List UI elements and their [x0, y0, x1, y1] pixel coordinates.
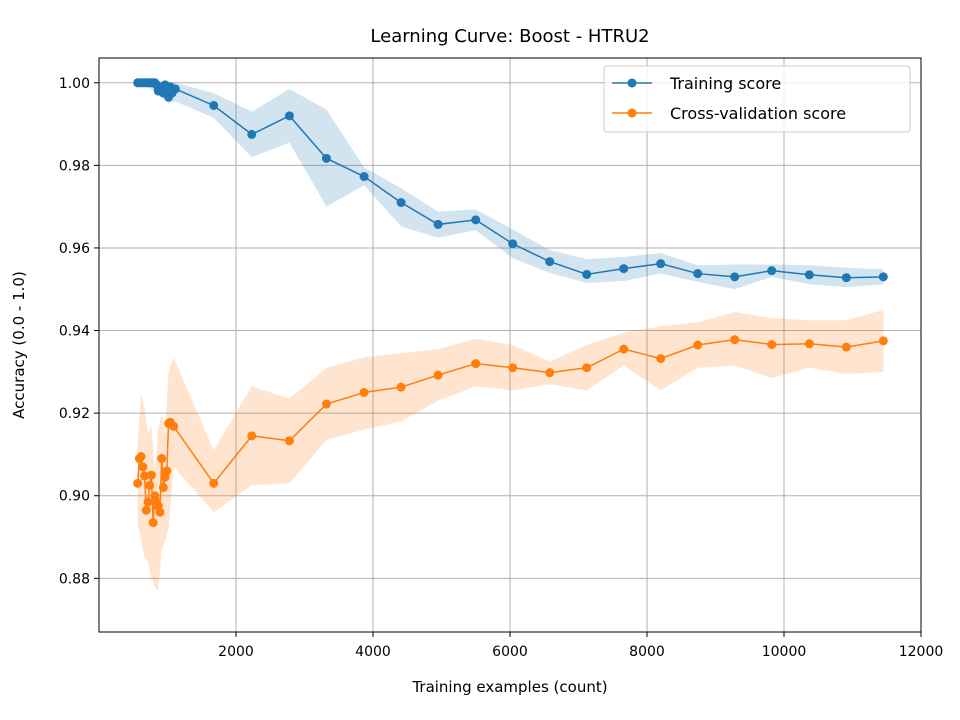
- training-score-point: [693, 269, 703, 279]
- training-score-point: [582, 269, 592, 279]
- cross-validation-score-point: [359, 387, 369, 397]
- cross-validation-score-point: [148, 518, 158, 528]
- chart-title: Learning Curve: Boost - HTRU2: [370, 26, 649, 47]
- legend-label-training-score: Training score: [669, 74, 781, 93]
- x-tick-label: 6000: [492, 644, 528, 660]
- cross-validation-score-point: [145, 480, 155, 490]
- x-tick-label: 10000: [762, 644, 807, 660]
- cross-validation-score-point: [321, 399, 331, 409]
- cross-validation-score-point: [209, 478, 219, 488]
- training-score-band: [137, 82, 884, 290]
- legend-box: [603, 65, 911, 133]
- cross-validation-score-point: [767, 340, 777, 350]
- x-tick-label: 4000: [355, 644, 391, 660]
- training-score-point: [804, 270, 814, 280]
- x-axis-ticks: 2000 4000 6000 8000 10000 12000: [218, 632, 943, 660]
- cross-validation-score-point: [141, 505, 151, 515]
- cross-validation-score-point: [878, 336, 888, 346]
- cross-validation-score-point: [143, 497, 153, 507]
- training-score-point: [619, 264, 629, 274]
- cross-validation-score-point: [169, 421, 179, 431]
- training-score-point: [656, 259, 666, 269]
- y-tick-label: 0.92: [59, 406, 90, 422]
- cross-validation-score-point: [804, 339, 814, 349]
- cross-validation-score-point: [841, 342, 851, 352]
- cross-validation-score-point: [433, 370, 443, 380]
- x-tick-label: 8000: [629, 644, 665, 660]
- cross-validation-score-point: [471, 359, 481, 369]
- cross-validation-score-point: [656, 354, 666, 364]
- cross-validation-score-point: [693, 340, 703, 350]
- cross-validation-score-point: [619, 344, 629, 354]
- cross-validation-score-point: [136, 451, 146, 461]
- cross-validation-score-point: [140, 471, 150, 481]
- cross-validation-score-point: [545, 368, 555, 378]
- cross-validation-score-point: [146, 470, 156, 480]
- cross-validation-score-point: [157, 454, 167, 464]
- x-tick-label: 2000: [218, 644, 254, 660]
- training-score-point: [508, 239, 518, 249]
- y-axis-ticks: 0.88 0.90 0.92 0.94 0.96 0.98 1.00: [59, 76, 99, 587]
- y-axis-label: Accuracy (0.0 - 1.0): [10, 271, 28, 419]
- cross-validation-score-point: [158, 482, 168, 492]
- y-tick-label: 0.96: [59, 241, 90, 257]
- training-score-point: [321, 153, 331, 163]
- cross-validation-score-point: [730, 335, 740, 345]
- training-score-point: [209, 100, 219, 110]
- cross-validation-score-point: [284, 436, 294, 446]
- y-tick-label: 0.88: [59, 571, 90, 587]
- cross-validation-score-point: [508, 363, 518, 373]
- confidence-bands: [137, 82, 884, 591]
- cross-validation-score-point: [582, 363, 592, 373]
- training-score-point: [841, 273, 851, 283]
- legend-marker-training-score: [627, 78, 637, 88]
- cross-validation-score-point: [133, 478, 143, 488]
- training-score-point: [471, 215, 481, 225]
- cross-validation-score-band: [137, 309, 884, 591]
- series-markers: [133, 78, 888, 528]
- y-tick-label: 0.90: [59, 489, 90, 505]
- legend-marker-cross-validation-score: [627, 108, 637, 118]
- legend: Training score Cross-validation score: [603, 65, 911, 133]
- training-score-point: [767, 266, 777, 276]
- training-score-point: [247, 129, 257, 139]
- training-score-point: [730, 272, 740, 282]
- training-score-point: [433, 219, 443, 229]
- y-tick-label: 0.94: [59, 324, 90, 340]
- x-axis-label: Training examples (count): [411, 678, 607, 696]
- legend-label-cross-validation-score: Cross-validation score: [670, 104, 846, 123]
- cross-validation-score-point: [138, 462, 148, 472]
- training-score-point: [545, 257, 555, 267]
- y-tick-label: 0.98: [59, 158, 90, 174]
- cross-validation-score-point: [162, 466, 172, 476]
- training-score-point: [284, 111, 294, 121]
- cross-validation-score-point: [155, 507, 165, 517]
- training-score-point: [878, 272, 888, 282]
- training-score-point: [359, 172, 369, 182]
- x-tick-label: 12000: [899, 644, 944, 660]
- cross-validation-score-point: [396, 382, 406, 392]
- y-tick-label: 1.00: [59, 76, 90, 92]
- training-score-point: [170, 84, 180, 94]
- cross-validation-score-point: [247, 431, 257, 441]
- training-score-point: [396, 198, 406, 208]
